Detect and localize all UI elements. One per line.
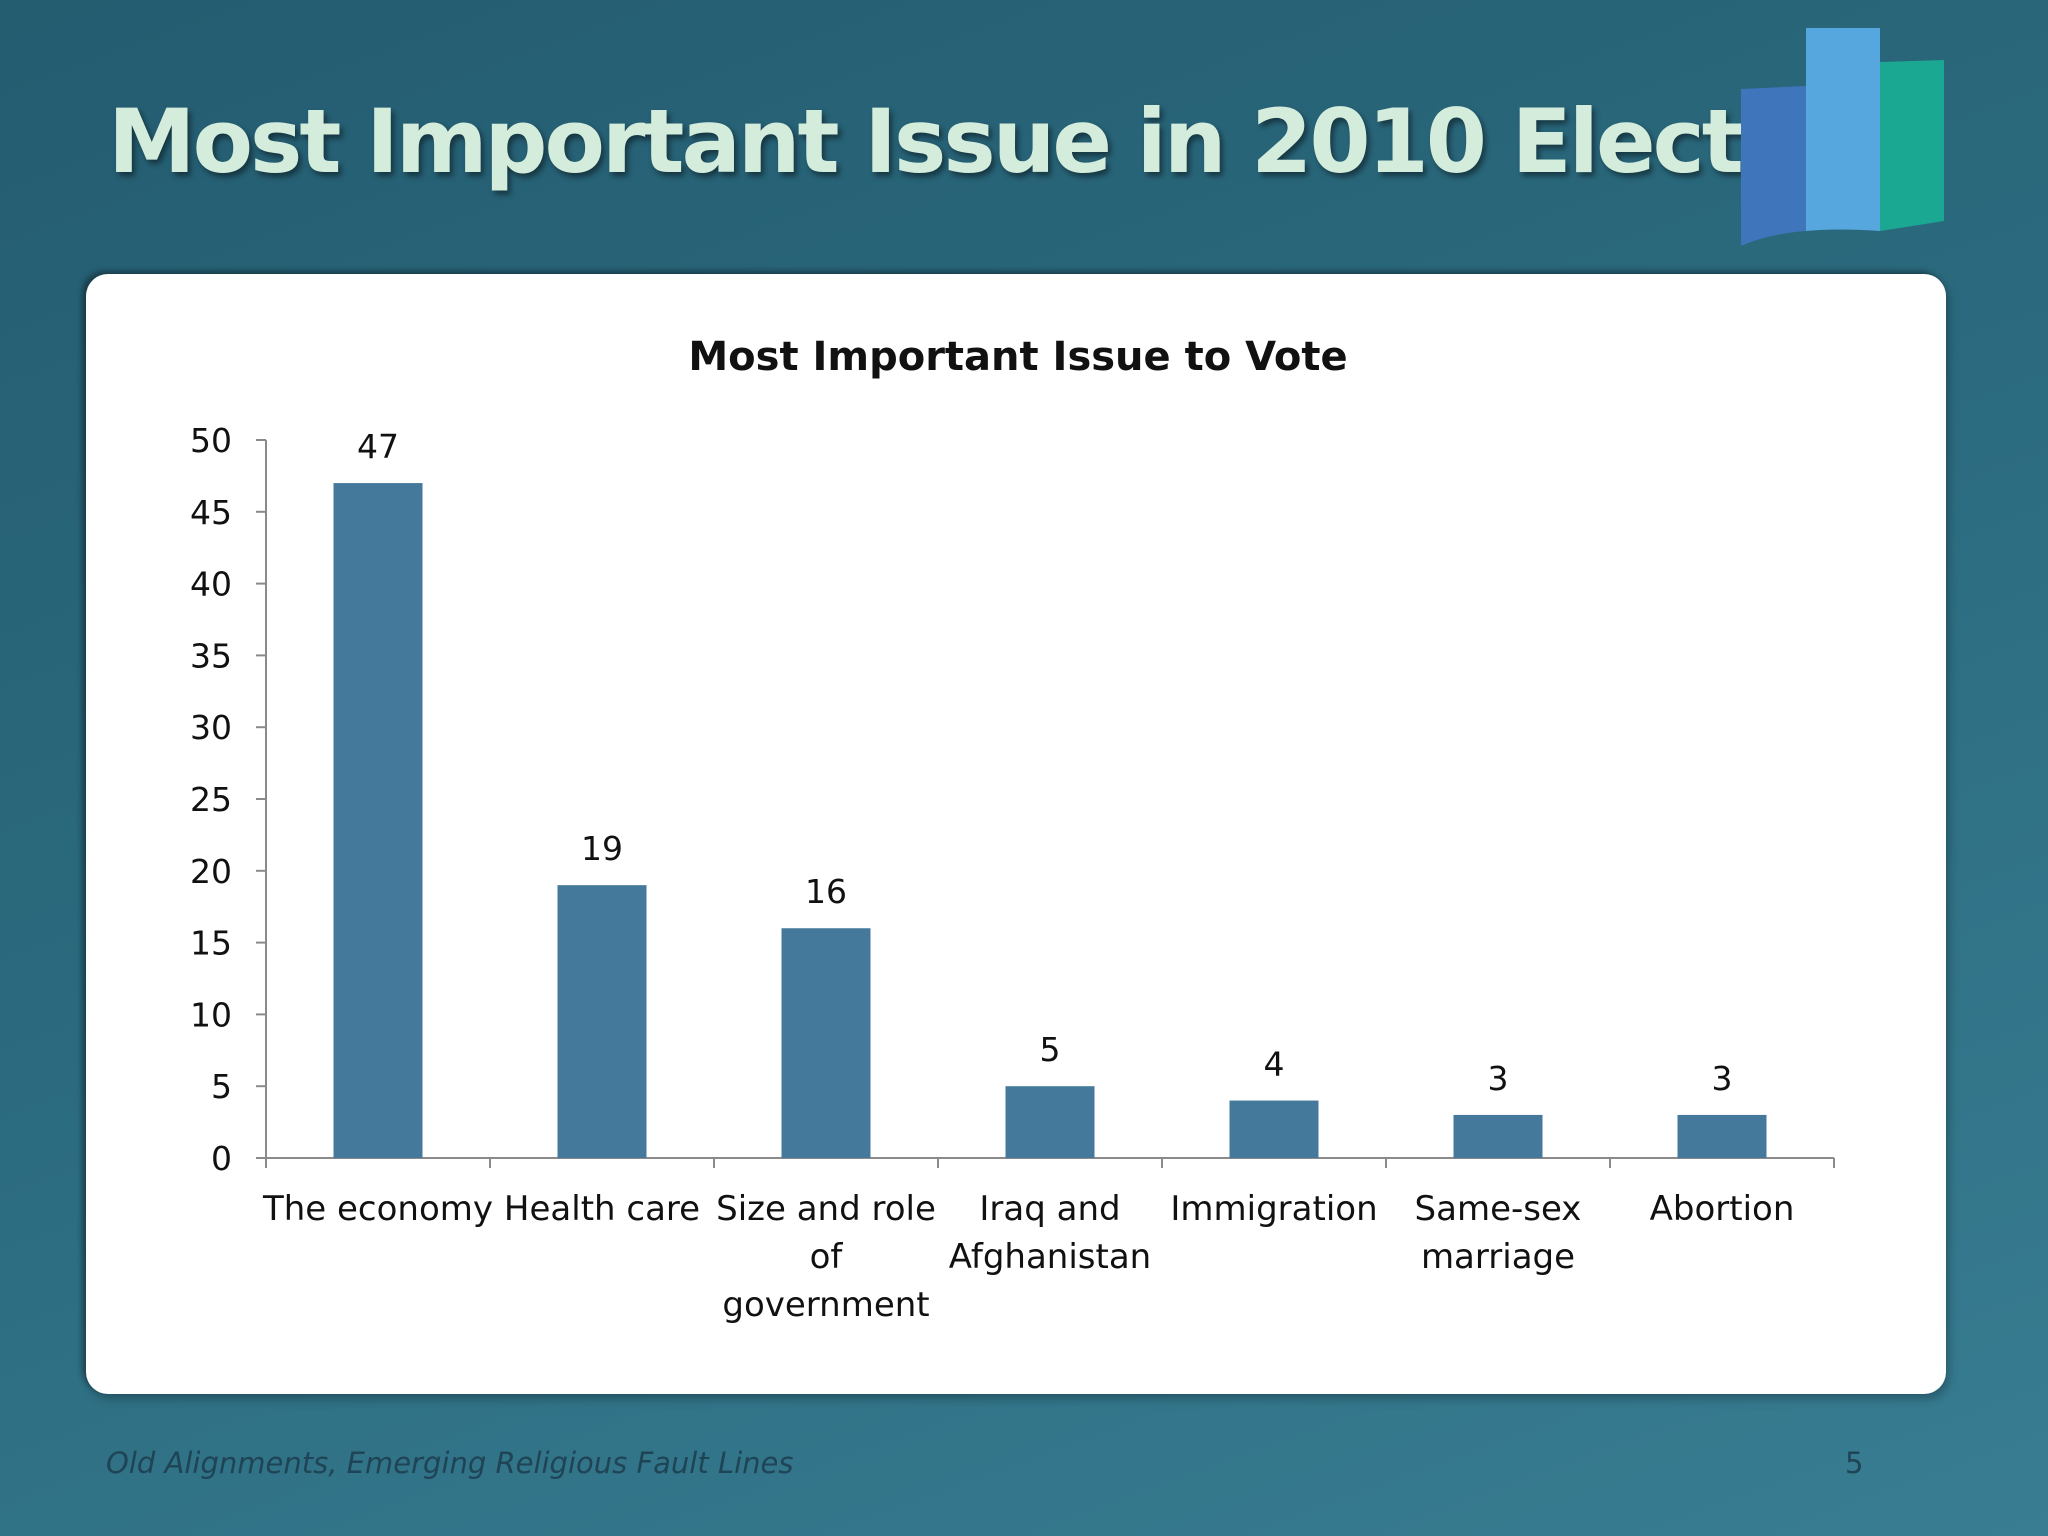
y-tick-label: 15 [190,924,232,963]
logo-bar-middle [1806,28,1880,231]
y-axis: 0 5 10 15 20 25 30 35 40 45 50 [190,421,267,1178]
category-label: Size and role [716,1189,936,1229]
y-tick-label: 45 [190,493,232,532]
y-tick-label: 35 [190,636,232,675]
footer-text: Old Alignments, Emerging Religious Fault… [106,1446,794,1480]
category-label: Iraq and [979,1189,1120,1229]
category-label: Abortion [1650,1189,1795,1229]
y-tick-label: 0 [211,1139,232,1178]
bar [1229,1100,1319,1158]
data-label: 47 [357,427,399,466]
category-label: Immigration [1170,1189,1377,1229]
category-label: Same-sex [1415,1189,1582,1229]
bar-chart: Most Important Issue to Vote 0 5 10 15 20 25 3… [190,334,1835,1325]
chart-panel: Most Important Issue to Vote 0 5 10 15 20 25 3… [86,274,1946,1394]
y-tick-label: 5 [211,1067,232,1106]
data-label: 3 [1712,1059,1733,1098]
bar-series [333,483,1767,1158]
bar [781,928,871,1158]
category-label: of [810,1237,844,1277]
category-labels: The economy Health care Size and role of gov… [262,1189,1794,1325]
bar [1677,1114,1767,1158]
y-tick-label: 40 [190,565,232,604]
bar [1453,1114,1543,1158]
page-number: 5 [1845,1446,1864,1480]
data-label: 4 [1264,1045,1285,1084]
chart-title: Most Important Issue to Vote [688,334,1347,380]
y-tick-label: 10 [190,995,232,1034]
slide-title: Most Important Issue in 2010 Election [108,90,1888,193]
data-label: 3 [1488,1059,1509,1098]
bar-chart-logo-icon [1741,28,1944,246]
x-axis [265,1157,1835,1168]
y-tick-label: 25 [190,780,232,819]
bar [333,483,423,1158]
y-tick-label: 20 [190,852,232,891]
y-tick-label: 30 [190,708,232,747]
category-label: Health care [504,1189,700,1229]
category-label: marriage [1421,1237,1575,1277]
data-label: 16 [805,872,847,911]
logo-bar-right [1880,60,1944,231]
logo-bar-left [1741,86,1806,246]
bar [557,885,647,1158]
category-label: government [722,1285,929,1325]
data-label: 5 [1040,1030,1061,1069]
y-tick-label: 50 [190,421,232,460]
category-label: Afghanistan [949,1237,1151,1277]
data-labels: 47 19 16 5 4 3 3 [357,427,1733,1098]
bar [1005,1086,1095,1158]
category-label: The economy [262,1189,493,1229]
data-label: 19 [581,829,623,868]
